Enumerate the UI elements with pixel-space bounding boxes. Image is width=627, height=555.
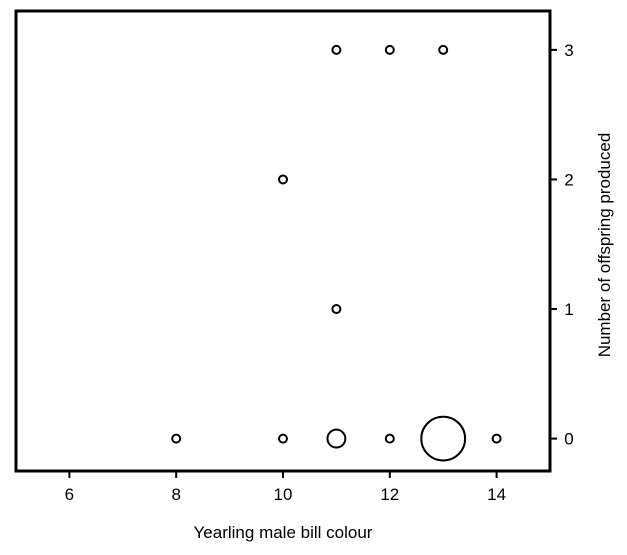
data-point (384, 433, 395, 444)
data-point (326, 428, 347, 449)
x-tick-label: 10 (274, 485, 293, 504)
plot-frame (14, 9, 552, 473)
x-tick-label: 6 (65, 485, 74, 504)
data-point (420, 415, 467, 462)
y-tick-label: 1 (564, 300, 573, 319)
data-point (384, 44, 395, 55)
y-axis-label: Number of offspring produced (595, 133, 614, 358)
data-point (278, 174, 288, 185)
data-point (491, 433, 502, 444)
x-tick-label: 14 (487, 485, 506, 504)
y-tick-label: 0 (564, 430, 573, 449)
data-point (331, 44, 342, 55)
y-tick-label: 3 (564, 41, 573, 60)
y-tick-label: 2 (564, 170, 573, 189)
x-axis: 6 8 10 12 14 (65, 471, 506, 504)
x-axis-label: Yearling male bill colour (194, 523, 373, 542)
data-point (171, 433, 182, 444)
data-point (438, 44, 449, 55)
data-point (278, 433, 288, 444)
y-axis: 0 1 2 3 (550, 41, 574, 449)
data-points (171, 44, 502, 462)
x-tick-label: 12 (380, 485, 399, 504)
data-point (331, 304, 342, 315)
x-tick-label: 8 (171, 485, 180, 504)
